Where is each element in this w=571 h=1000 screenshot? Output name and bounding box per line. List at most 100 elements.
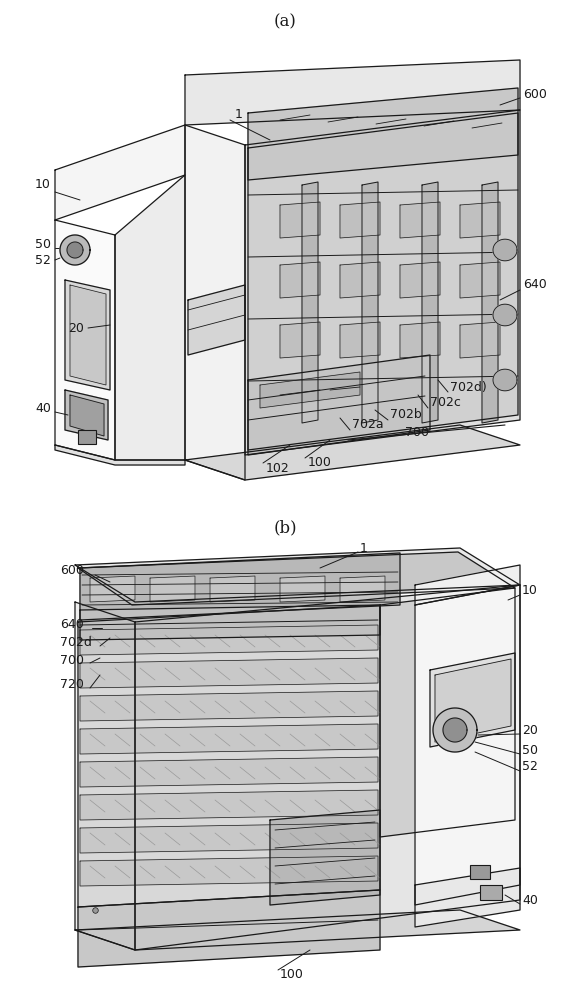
Bar <box>78 430 96 444</box>
Polygon shape <box>302 182 318 423</box>
Polygon shape <box>75 548 520 602</box>
Polygon shape <box>150 576 195 602</box>
Polygon shape <box>400 202 440 238</box>
Text: 50: 50 <box>522 744 538 756</box>
Polygon shape <box>185 60 520 125</box>
Polygon shape <box>270 810 380 905</box>
Polygon shape <box>415 868 520 927</box>
Polygon shape <box>80 658 378 688</box>
Text: (a): (a) <box>274 13 296 30</box>
Polygon shape <box>210 576 255 602</box>
Text: 700: 700 <box>405 426 429 438</box>
Polygon shape <box>80 625 378 655</box>
Polygon shape <box>90 576 135 602</box>
Bar <box>470 865 490 879</box>
Polygon shape <box>115 175 185 460</box>
Polygon shape <box>280 262 320 298</box>
Text: 700: 700 <box>60 654 84 666</box>
Polygon shape <box>482 182 498 423</box>
Text: 640: 640 <box>523 278 547 292</box>
Text: 702d: 702d <box>60 637 92 650</box>
Polygon shape <box>245 110 520 455</box>
Polygon shape <box>340 322 380 358</box>
Polygon shape <box>75 910 520 950</box>
Text: (b): (b) <box>273 520 297 536</box>
Polygon shape <box>67 242 83 258</box>
Text: 702c: 702c <box>430 396 461 410</box>
Polygon shape <box>433 708 477 752</box>
Polygon shape <box>80 724 378 754</box>
Text: 600: 600 <box>60 564 84 576</box>
Text: 52: 52 <box>522 760 538 774</box>
Polygon shape <box>400 262 440 298</box>
Text: 52: 52 <box>35 253 51 266</box>
Text: 10: 10 <box>35 178 51 192</box>
Polygon shape <box>460 202 500 238</box>
Text: 1: 1 <box>235 108 243 121</box>
Text: 702d): 702d) <box>450 381 486 394</box>
Polygon shape <box>260 372 360 408</box>
Polygon shape <box>280 202 320 238</box>
Text: 20: 20 <box>522 724 538 736</box>
Polygon shape <box>248 355 430 455</box>
Polygon shape <box>80 856 378 886</box>
Polygon shape <box>80 757 378 787</box>
Polygon shape <box>460 322 500 358</box>
Text: 702b: 702b <box>390 408 422 422</box>
Polygon shape <box>340 576 385 602</box>
Text: 100: 100 <box>308 456 332 468</box>
Polygon shape <box>400 322 440 358</box>
Text: 600: 600 <box>523 89 547 102</box>
Text: 640: 640 <box>60 618 84 632</box>
Text: 100: 100 <box>280 968 304 982</box>
Polygon shape <box>65 280 110 390</box>
Polygon shape <box>78 890 380 967</box>
Polygon shape <box>135 585 520 950</box>
Polygon shape <box>280 576 325 602</box>
Polygon shape <box>80 790 378 820</box>
Text: 20: 20 <box>68 322 84 334</box>
Polygon shape <box>248 88 518 180</box>
Polygon shape <box>415 565 520 605</box>
Text: 720: 720 <box>60 678 84 692</box>
Polygon shape <box>185 125 245 480</box>
Polygon shape <box>75 602 135 950</box>
Polygon shape <box>340 262 380 298</box>
Text: 40: 40 <box>522 894 538 906</box>
Polygon shape <box>443 718 467 742</box>
Text: 10: 10 <box>522 584 538 596</box>
Polygon shape <box>188 285 245 355</box>
Polygon shape <box>70 395 104 436</box>
Polygon shape <box>80 553 400 620</box>
Polygon shape <box>65 390 108 440</box>
Polygon shape <box>493 369 517 391</box>
Polygon shape <box>185 425 520 480</box>
Polygon shape <box>380 588 515 837</box>
Polygon shape <box>80 605 380 640</box>
Bar <box>480 885 502 900</box>
Polygon shape <box>493 304 517 326</box>
Polygon shape <box>55 445 185 465</box>
Text: 40: 40 <box>35 401 51 414</box>
Polygon shape <box>415 585 520 905</box>
Polygon shape <box>362 182 378 423</box>
Polygon shape <box>435 659 511 742</box>
Text: 1: 1 <box>360 542 368 554</box>
Polygon shape <box>422 182 438 423</box>
Polygon shape <box>55 125 185 220</box>
Polygon shape <box>493 239 517 261</box>
Text: 50: 50 <box>35 238 51 251</box>
Polygon shape <box>340 202 380 238</box>
Polygon shape <box>78 605 380 907</box>
Polygon shape <box>78 552 515 605</box>
Polygon shape <box>70 285 106 385</box>
Polygon shape <box>60 235 90 265</box>
Text: 102: 102 <box>266 462 289 475</box>
Polygon shape <box>248 113 518 450</box>
Polygon shape <box>280 322 320 358</box>
Polygon shape <box>80 823 378 853</box>
Polygon shape <box>80 691 378 721</box>
Text: 702a: 702a <box>352 418 384 432</box>
Polygon shape <box>460 262 500 298</box>
Polygon shape <box>55 220 115 460</box>
